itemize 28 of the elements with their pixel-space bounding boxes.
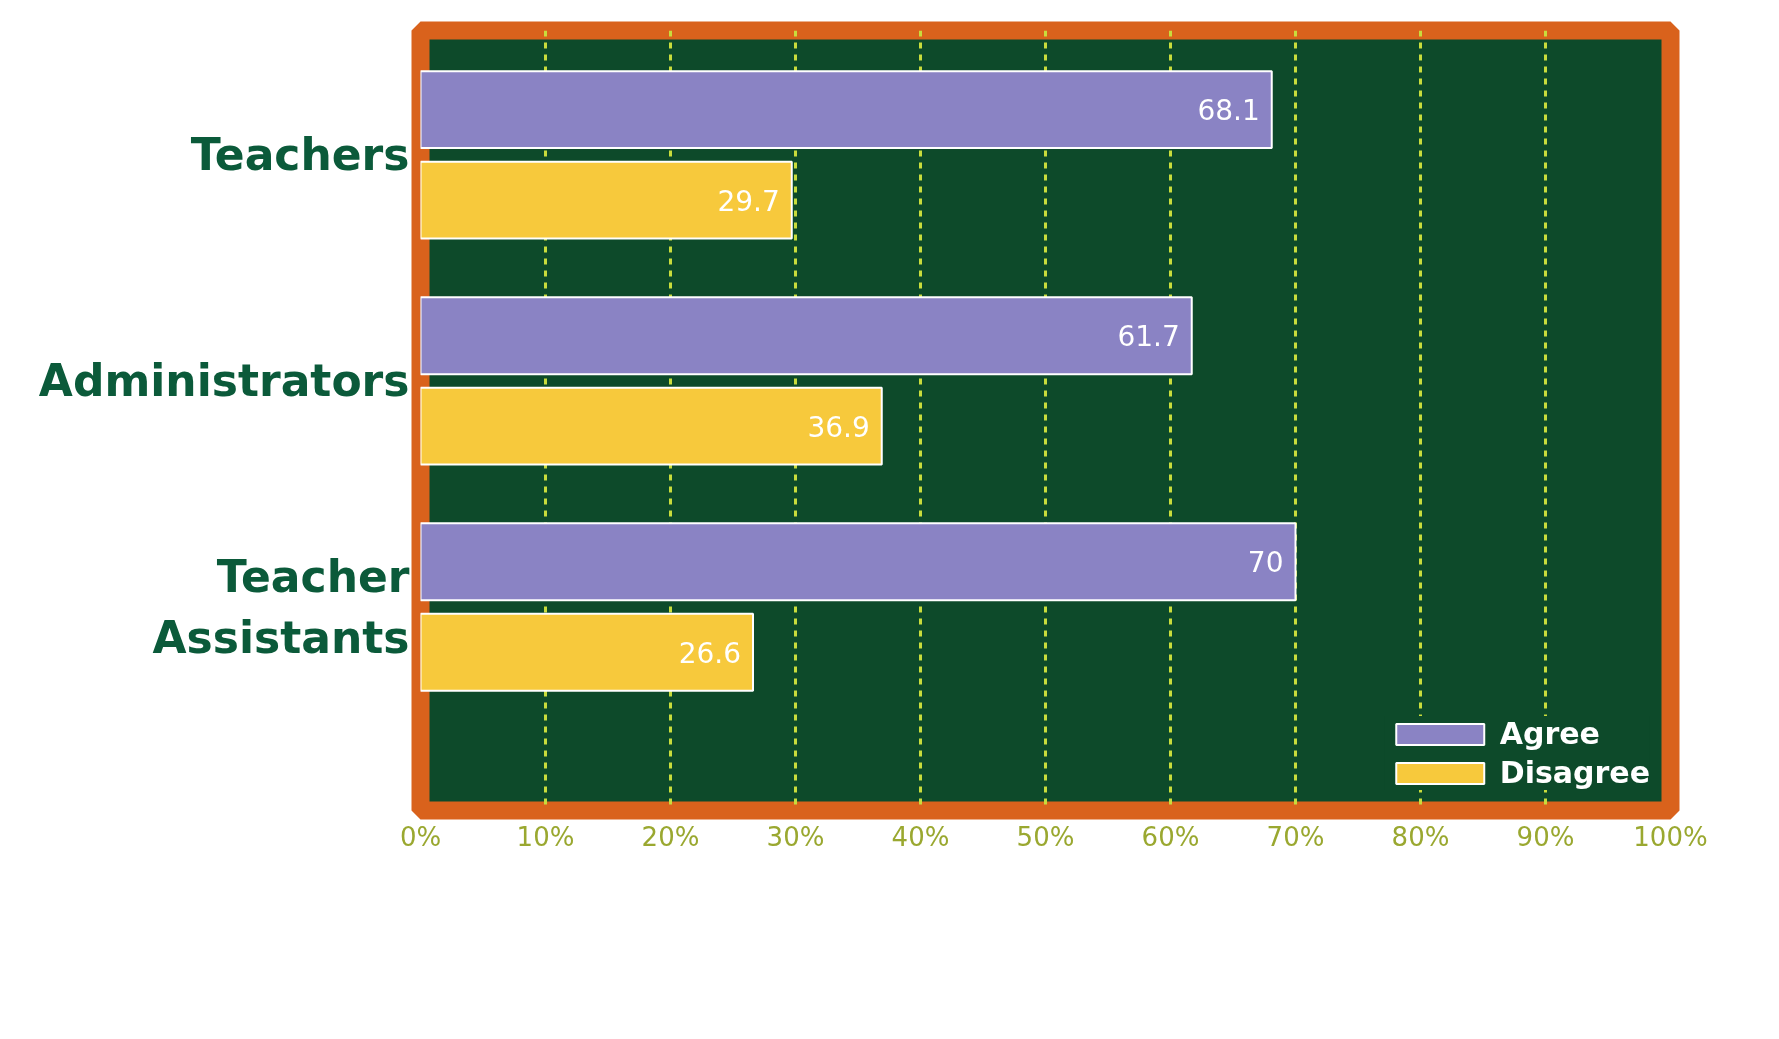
x-tick-label: 20% [641, 821, 700, 852]
data-label: 29.7 [717, 184, 780, 218]
x-tick-label: 30% [766, 821, 825, 852]
x-tick-label: 0% [399, 821, 442, 852]
bar [420, 522, 1297, 602]
x-tick-label: 100% [1633, 821, 1708, 852]
data-label: 36.9 [807, 410, 870, 444]
bar [420, 386, 883, 466]
x-tick-label: 10% [516, 821, 575, 852]
x-tick-label: 40% [891, 821, 950, 852]
data-label: 68.1 [1197, 94, 1260, 128]
bar [420, 160, 793, 240]
data-label: 26.6 [678, 636, 741, 670]
x-tick-label: 80% [1391, 821, 1450, 852]
x-tick-label: 70% [1266, 821, 1325, 852]
bar [420, 296, 1193, 376]
x-tick-label: 60% [1141, 821, 1200, 852]
data-label: 70 [1247, 546, 1284, 580]
x-tick-label: 90% [1516, 821, 1575, 852]
bar [420, 612, 754, 692]
legend-label: Disagree [1499, 755, 1650, 790]
bar [420, 70, 1273, 150]
y-tick-label: Administrators [38, 355, 410, 407]
data-label: 61.7 [1117, 320, 1180, 354]
y-tick-label: Teacher Assistants [152, 550, 410, 664]
y-tick-label: Teachers [190, 129, 410, 181]
x-tick-label: 50% [1016, 821, 1075, 852]
legend-label: Agree [1499, 716, 1600, 751]
